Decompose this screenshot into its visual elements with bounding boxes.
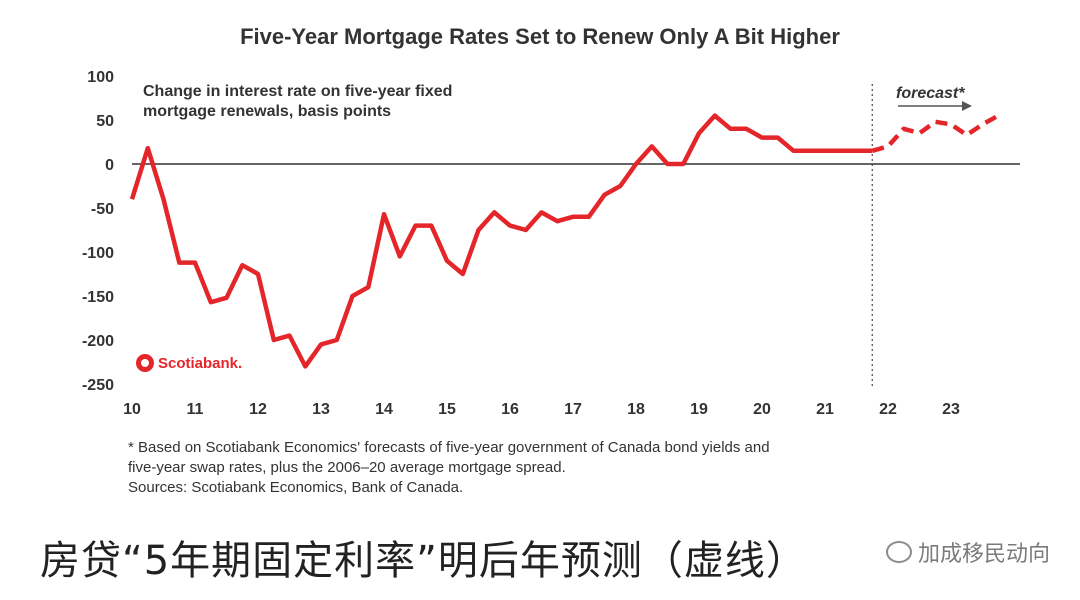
footnote: * Based on Scotiabank Economics' forecas… (128, 438, 1028, 498)
forecast-label: forecast* (896, 85, 965, 102)
y-tick-label: -250 (82, 377, 114, 394)
x-tick-label: 20 (753, 401, 771, 418)
chart-title: Five-Year Mortgage Rates Set to Renew On… (240, 24, 840, 49)
watermark-text: 加成移民动向 (917, 542, 1050, 567)
x-tick-label: 19 (690, 401, 708, 418)
forecast-series-line (871, 113, 1000, 153)
y-axis-ticks: 100 50 0 -50 -100 -150 -200 -250 (82, 69, 114, 394)
watermark: 加成移民动向 (885, 536, 1050, 568)
x-tick-label: 17 (564, 401, 582, 418)
chart-subtitle-line-2: mortgage renewals, basis points (143, 103, 391, 120)
series-layer (129, 113, 1000, 369)
y-tick-label: 0 (105, 157, 114, 174)
x-tick-label: 21 (816, 401, 834, 418)
x-tick-label: 12 (249, 401, 267, 418)
x-axis-ticks: 10 11 12 13 14 15 16 17 18 19 20 21 22 23 (123, 401, 960, 418)
scotiabank-logo: Scotiabank. (136, 354, 242, 372)
image-caption: 房贷“5年期固定利率”明后年预测（虚线） (40, 538, 807, 584)
x-tick-label: 10 (123, 401, 141, 418)
sources-line: Sources: Scotiabank Economics, Bank of C… (128, 479, 464, 496)
x-tick-label: 16 (501, 401, 519, 418)
scotiabank-logo-text: Scotiabank. (158, 354, 243, 372)
x-tick-label: 22 (879, 401, 897, 418)
y-tick-label: -150 (82, 289, 114, 306)
y-tick-label: 50 (96, 113, 114, 130)
wechat-icon (885, 541, 912, 563)
y-tick-label: -100 (82, 245, 114, 262)
x-tick-label: 14 (375, 401, 393, 418)
y-tick-label: -50 (91, 201, 114, 218)
x-tick-label: 15 (438, 401, 456, 418)
x-tick-label: 11 (187, 401, 204, 418)
footnote-line-1: * Based on Scotiabank Economics' forecas… (128, 439, 770, 456)
forecast-arrow-head (962, 101, 972, 111)
y-tick-label: -200 (82, 333, 114, 350)
historical-series-line (129, 113, 873, 369)
chart-subtitle-line-1: Change in interest rate on five-year fix… (143, 83, 452, 100)
line-chart: 100 50 0 -50 -100 -150 -200 -250 10 11 12 13 14 15 16… (82, 69, 1020, 418)
x-tick-label: 23 (942, 401, 960, 418)
x-tick-label: 13 (312, 401, 330, 418)
scotiabank-logo-icon (136, 354, 154, 372)
x-tick-label: 18 (627, 401, 645, 418)
footnote-line-2: five-year swap rates, plus the 2006–20 a… (128, 459, 566, 476)
y-tick-label: 100 (87, 69, 114, 86)
